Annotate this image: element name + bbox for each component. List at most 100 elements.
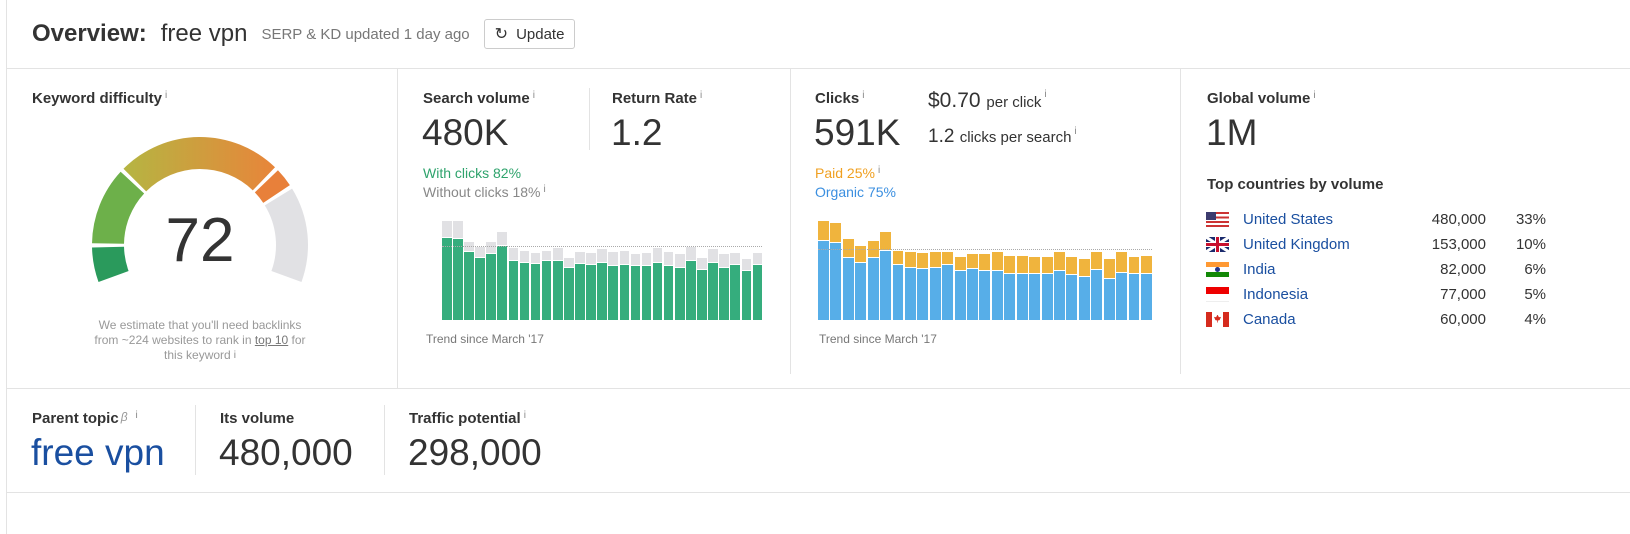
chart-bar[interactable] xyxy=(741,220,752,320)
flag-ca-icon xyxy=(1206,311,1229,327)
organic-segment xyxy=(967,268,978,320)
chart-bar[interactable] xyxy=(830,220,842,320)
info-icon[interactable]: i xyxy=(165,90,168,101)
chart-bar[interactable] xyxy=(475,220,485,320)
chart-bar[interactable] xyxy=(1078,220,1090,320)
chart-bar[interactable] xyxy=(663,220,674,320)
chart-bar[interactable] xyxy=(630,220,641,320)
country-link[interactable]: United Kingdom xyxy=(1243,235,1350,253)
chart-bar[interactable] xyxy=(597,220,607,320)
info-icon[interactable]: i xyxy=(877,165,881,176)
chart-bar[interactable] xyxy=(1041,220,1053,320)
info-icon[interactable]: i xyxy=(523,410,526,421)
info-icon[interactable]: i xyxy=(1044,89,1047,100)
parent-topic-link[interactable]: free vpn xyxy=(31,432,165,473)
flag-us-icon xyxy=(1206,211,1229,227)
total-segment xyxy=(1116,251,1128,273)
chart-bar[interactable] xyxy=(708,220,718,320)
country-row: Canada 60,000 4% xyxy=(1206,309,1546,329)
chart-bar[interactable] xyxy=(1140,220,1152,320)
chart-bar[interactable] xyxy=(641,220,652,320)
total-segment xyxy=(942,251,954,266)
chart-bar[interactable] xyxy=(904,220,916,320)
chart-bar[interactable] xyxy=(1128,220,1140,320)
chart-bar[interactable] xyxy=(842,220,854,320)
left-border xyxy=(6,0,7,534)
its-volume-value: 480,000 xyxy=(219,432,353,473)
chart-bar[interactable] xyxy=(991,220,1003,320)
info-icon[interactable]: i xyxy=(700,90,703,101)
info-icon[interactable]: i xyxy=(543,184,546,195)
chart-bar[interactable] xyxy=(686,220,696,320)
chart-bar[interactable] xyxy=(442,220,452,320)
chart-bar[interactable] xyxy=(652,220,663,320)
with-clicks-segment xyxy=(608,266,618,320)
chart-bar[interactable] xyxy=(818,220,829,320)
chart-bar[interactable] xyxy=(942,220,954,320)
chart-bar[interactable] xyxy=(697,220,707,320)
info-icon[interactable]: i xyxy=(1313,90,1316,101)
country-link[interactable]: Indonesia xyxy=(1243,285,1309,303)
chart-bar[interactable] xyxy=(954,220,966,320)
country-link[interactable]: India xyxy=(1243,260,1276,278)
chart-bar[interactable] xyxy=(575,220,585,320)
chart-bar[interactable] xyxy=(541,220,552,320)
divider xyxy=(397,69,398,388)
return-rate-label: Return Rate i xyxy=(612,90,703,107)
chart-bar[interactable] xyxy=(619,220,630,320)
chart-bar[interactable] xyxy=(608,220,618,320)
chart-bar[interactable] xyxy=(752,220,763,320)
top-10-link[interactable]: top 10 xyxy=(254,333,289,347)
chart-bar[interactable] xyxy=(880,220,892,320)
average-line xyxy=(442,245,762,247)
total-segment xyxy=(1140,255,1152,274)
chart-bar[interactable] xyxy=(967,220,978,320)
chart-bar[interactable] xyxy=(1091,220,1103,320)
info-icon[interactable]: i xyxy=(233,350,236,361)
info-icon[interactable]: i xyxy=(862,90,865,101)
country-volume: 82,000 xyxy=(1440,260,1486,278)
total-segment xyxy=(641,252,652,267)
with-clicks-segment xyxy=(575,263,585,320)
chart-bar[interactable] xyxy=(552,220,563,320)
chart-bar[interactable] xyxy=(453,220,463,320)
chart-bar[interactable] xyxy=(497,220,508,320)
kd-note: We estimate that you'll need backlinks f… xyxy=(94,318,306,362)
search-volume-chart xyxy=(442,220,763,320)
chart-bar[interactable] xyxy=(1116,220,1128,320)
chart-bar[interactable] xyxy=(1066,220,1078,320)
chart-bar[interactable] xyxy=(1016,220,1028,320)
info-icon[interactable]: i xyxy=(1074,126,1077,137)
total-segment xyxy=(597,249,607,263)
total-segment xyxy=(552,247,563,262)
chart-bar[interactable] xyxy=(1103,220,1115,320)
chart-bar[interactable] xyxy=(929,220,941,320)
chart-bar[interactable] xyxy=(486,220,496,320)
chart-bar[interactable] xyxy=(892,220,904,320)
chart-bar[interactable] xyxy=(674,220,685,320)
chart-bar[interactable] xyxy=(508,220,519,320)
update-button[interactable]: ↻ Update xyxy=(483,19,576,49)
chart-bar[interactable] xyxy=(1029,220,1041,320)
chart-bar[interactable] xyxy=(867,220,879,320)
chart-bar[interactable] xyxy=(855,220,867,320)
total-segment xyxy=(752,252,763,266)
chart-bar[interactable] xyxy=(917,220,929,320)
chart-bar[interactable] xyxy=(979,220,991,320)
chart-bar[interactable] xyxy=(530,220,541,320)
organic-segment xyxy=(954,271,966,320)
chart-bar[interactable] xyxy=(1004,220,1016,320)
chart-bar[interactable] xyxy=(519,220,530,320)
chart-bar[interactable] xyxy=(1054,220,1065,320)
info-icon[interactable]: i xyxy=(532,90,535,101)
divider xyxy=(195,405,196,475)
chart-bar[interactable] xyxy=(586,220,596,320)
chart-bar[interactable] xyxy=(730,220,741,320)
chart-bar[interactable] xyxy=(464,220,474,320)
total-segment xyxy=(697,257,707,270)
country-link[interactable]: United States xyxy=(1243,210,1334,228)
chart-bar[interactable] xyxy=(564,220,574,320)
country-link[interactable]: Canada xyxy=(1243,310,1296,328)
chart-bar[interactable] xyxy=(719,220,729,320)
info-icon[interactable]: i xyxy=(135,410,138,421)
